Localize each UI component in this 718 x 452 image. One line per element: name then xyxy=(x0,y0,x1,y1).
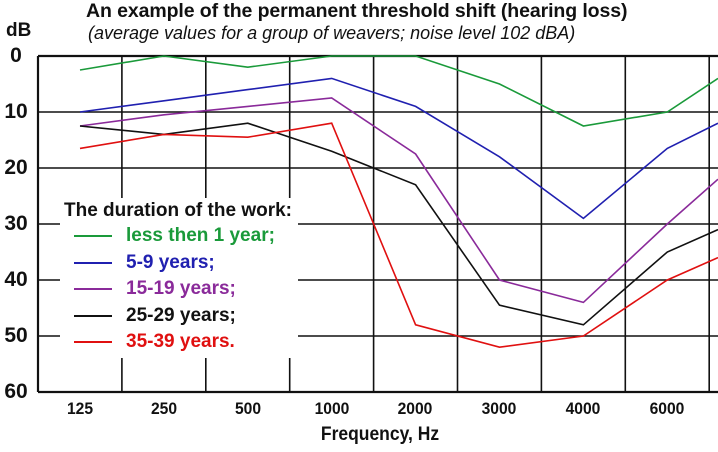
legend-item: 15-19 years; xyxy=(64,276,292,303)
y-tick: 50 xyxy=(4,324,28,347)
y-tick: 10 xyxy=(4,100,28,123)
series-line xyxy=(79,97,718,304)
legend-swatch xyxy=(74,235,112,238)
x-tick: 125 xyxy=(66,399,94,418)
legend-label: 5-9 years; xyxy=(126,251,215,273)
legend-swatch xyxy=(74,261,112,264)
legend-item: 35-39 years. xyxy=(64,329,292,356)
legend-title: The duration of the work: xyxy=(64,200,292,221)
x-tick: 6000 xyxy=(649,399,685,418)
legend-item: less then 1 year; xyxy=(64,223,292,250)
chart-title: An example of the permanent threshold sh… xyxy=(86,0,628,22)
legend-label: 25-29 years; xyxy=(126,304,236,326)
legend: The duration of the work: less then 1 ye… xyxy=(60,198,298,358)
legend-label: 15-19 years; xyxy=(126,278,236,300)
series-line xyxy=(79,122,718,349)
chart-subtitle: (average values for a group of weavers; … xyxy=(88,23,576,43)
legend-swatch xyxy=(74,288,112,291)
x-tick: 250 xyxy=(150,399,178,418)
y-tick: 30 xyxy=(4,212,28,235)
x-tick: 4000 xyxy=(565,399,601,418)
legend-label: 35-39 years. xyxy=(126,331,235,353)
series-line xyxy=(79,55,718,127)
series-line xyxy=(79,122,718,326)
x-axis-label: Frequency, Hz xyxy=(320,424,440,445)
legend-item: 25-29 years; xyxy=(64,303,292,330)
legend-swatch xyxy=(74,314,112,317)
legend-label: less then 1 year; xyxy=(126,225,275,247)
y-tick: 60 xyxy=(4,380,28,403)
grid-lines xyxy=(36,54,718,394)
data-lines xyxy=(79,55,718,349)
y-axis-label: dB xyxy=(6,20,32,41)
legend-swatch xyxy=(74,341,112,344)
x-tick: 3000 xyxy=(481,399,517,418)
x-tick: 1000 xyxy=(314,399,350,418)
x-tick: 2000 xyxy=(397,399,433,418)
y-tick: 40 xyxy=(4,268,28,291)
x-tick: 500 xyxy=(234,399,262,418)
y-tick: 0 xyxy=(10,44,22,67)
legend-item: 5-9 years; xyxy=(64,250,292,277)
y-tick: 20 xyxy=(4,156,28,179)
series-line xyxy=(79,77,718,220)
